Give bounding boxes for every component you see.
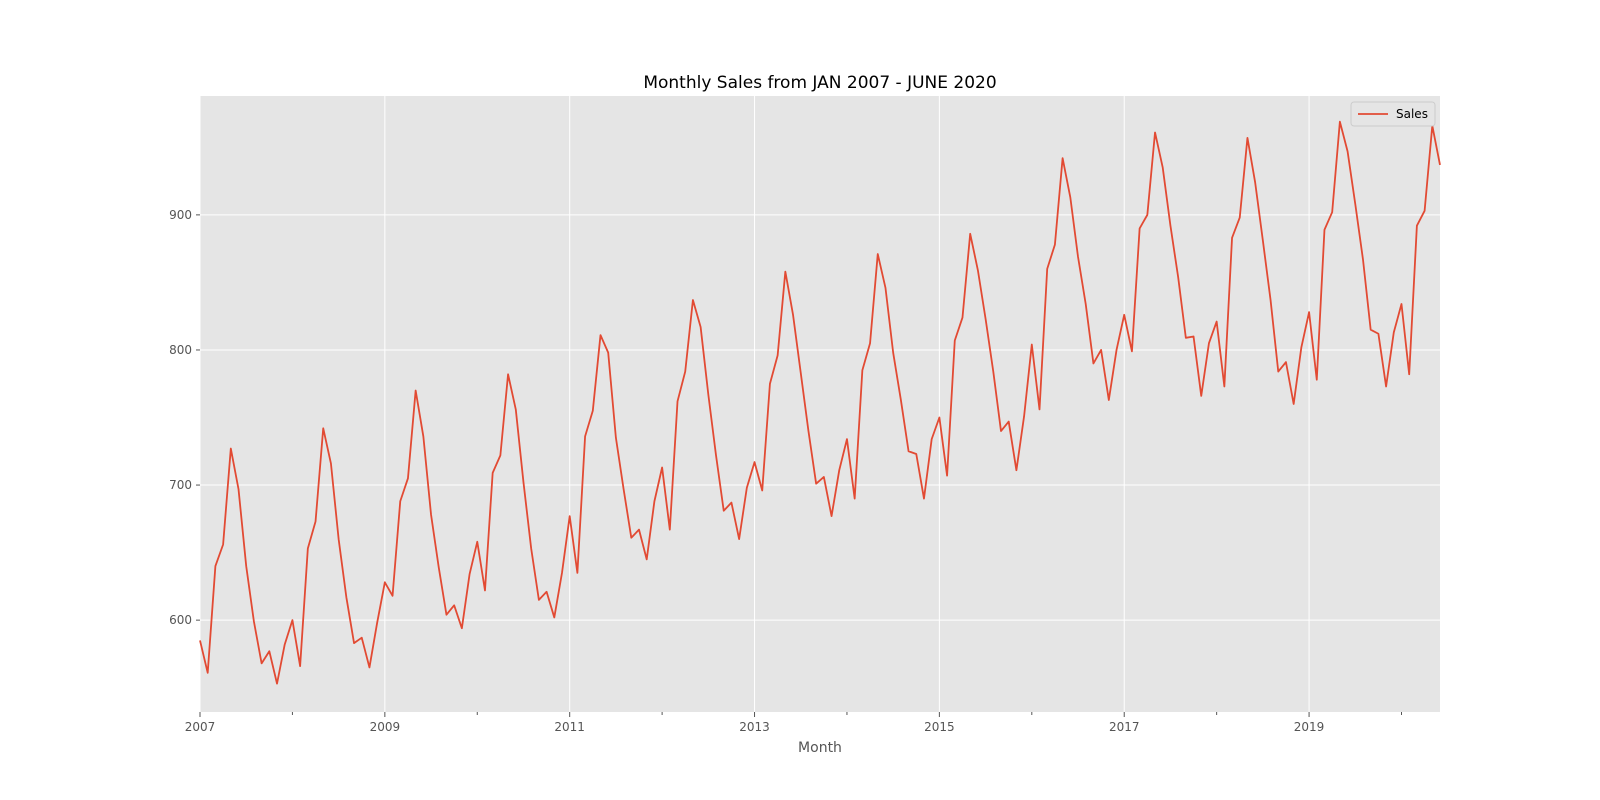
x-tick-label: 2019 <box>1294 720 1325 734</box>
plot-background <box>200 96 1440 712</box>
y-tick-label: 700 <box>169 478 192 492</box>
legend-label-sales: Sales <box>1396 107 1428 121</box>
y-tick-label: 600 <box>169 613 192 627</box>
x-tick-label: 2017 <box>1109 720 1140 734</box>
y-tick-label: 800 <box>169 343 192 357</box>
legend-box <box>1350 101 1436 127</box>
axis-ticks: 600 700 800 900 2007 2009 2011 2013 2015 2017 2019 <box>169 208 1402 734</box>
gridlines <box>199 96 1440 712</box>
legend: Sales <box>1350 101 1436 127</box>
series-layer <box>199 120 1441 685</box>
x-tick-label: 2007 <box>185 720 216 734</box>
x-axis-label: Month <box>798 740 842 756</box>
y-tick-label: 900 <box>169 208 192 222</box>
series-line-sales <box>199 120 1441 685</box>
x-tick-label: 2013 <box>739 720 770 734</box>
x-tick-label: 2009 <box>370 720 401 734</box>
x-tick-label: 2011 <box>554 720 585 734</box>
chart-title: Monthly Sales from JAN 2007 - JUNE 2020 <box>643 73 996 93</box>
x-tick-label: 2015 <box>924 720 955 734</box>
